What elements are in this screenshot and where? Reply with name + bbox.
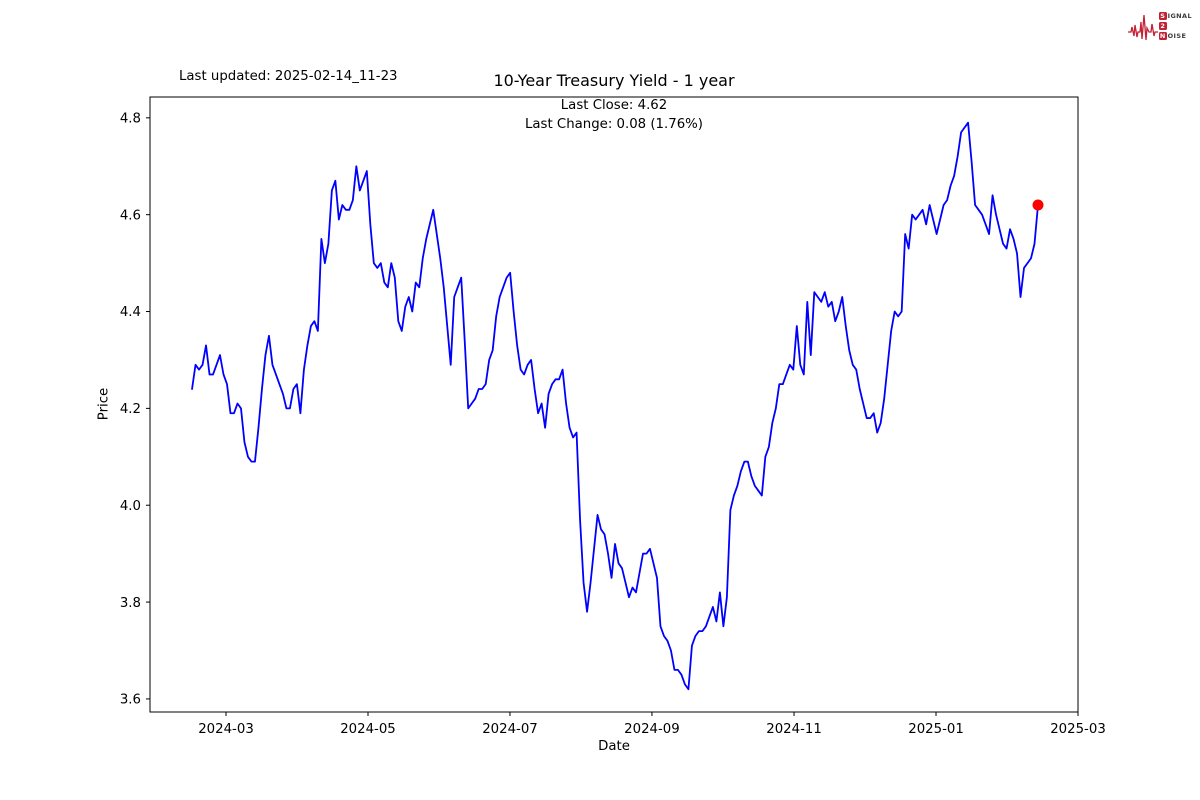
yield-line bbox=[191, 121, 1039, 691]
x-tick-label: 2024-07 bbox=[482, 722, 538, 737]
last-close-text: Last Close: 4.62 bbox=[560, 98, 668, 113]
waveform-icon bbox=[1127, 14, 1158, 41]
y-tick-label: 3.6 bbox=[120, 693, 141, 708]
chart-subtitle: Last Close: 4.62 Last Change: 0.08 (1.76… bbox=[150, 97, 1078, 134]
logo-word-rest: IGNAL bbox=[1167, 12, 1192, 20]
x-tick-label: 2025-03 bbox=[1050, 722, 1106, 737]
logo-text: S IGNAL 2 N OISE bbox=[1158, 12, 1192, 41]
x-axis-label: Date bbox=[598, 739, 630, 754]
signal2noise-logo: S IGNAL 2 N OISE bbox=[1127, 6, 1192, 46]
last-change-text: Last Change: 0.08 (1.76%) bbox=[525, 116, 703, 132]
x-tick-label: 2024-03 bbox=[198, 722, 254, 737]
y-tick-label: 3.8 bbox=[120, 596, 141, 611]
y-axis-label: Price bbox=[96, 387, 112, 421]
x-tick-label: 2025-01 bbox=[908, 722, 964, 737]
x-tick-label: 2024-11 bbox=[766, 722, 822, 737]
y-tick-label: 4.4 bbox=[120, 305, 141, 320]
last-updated-text: Last updated: 2025-02-14_11-23 bbox=[179, 69, 398, 84]
y-tick-label: 4.2 bbox=[120, 402, 141, 417]
y-tick-label: 4.8 bbox=[120, 112, 141, 127]
last-close-marker bbox=[1032, 199, 1044, 211]
logo-word-rest: OISE bbox=[1167, 32, 1187, 40]
x-tick-label: 2024-05 bbox=[340, 722, 396, 737]
x-tick-label: 2024-09 bbox=[624, 722, 680, 737]
logo-letter-box-s: S bbox=[1158, 12, 1167, 20]
y-tick-label: 4.6 bbox=[120, 208, 141, 223]
y-tick-label: 4.0 bbox=[120, 499, 141, 514]
axes-frame bbox=[149, 96, 1079, 713]
logo-letter-box-2: 2 bbox=[1158, 22, 1167, 30]
logo-letter-box-n: N bbox=[1158, 32, 1167, 40]
chart-title: 10-Year Treasury Yield - 1 year bbox=[493, 71, 735, 90]
